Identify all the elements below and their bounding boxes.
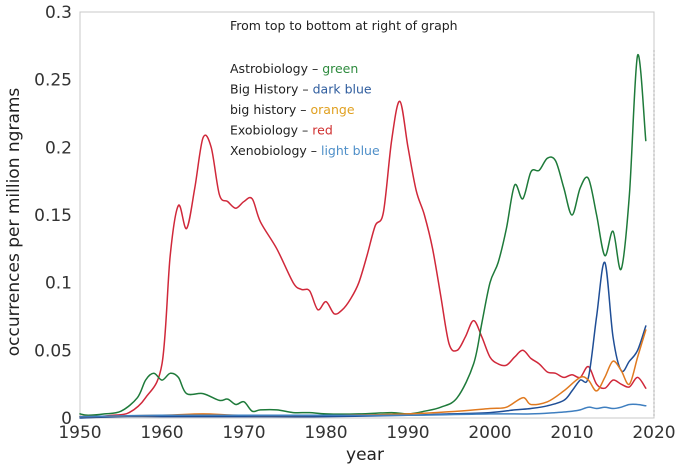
y-tick-label-1: 0.05 [34, 341, 72, 361]
legend-entry-1: Big History – dark blue [230, 82, 372, 97]
legend-term: big history – [230, 102, 311, 117]
legend-term: Big History – [230, 82, 313, 97]
series-line-xenobiology [79, 403, 647, 418]
y-tick-label-6: 0.3 [45, 3, 72, 23]
series-line-big_history_dark_blue [79, 261, 647, 419]
series-line-exobiology [79, 100, 647, 418]
legend-color-name: dark blue [313, 82, 372, 97]
series-line-astrobiology [79, 54, 647, 417]
legend-entry-0: Astrobiology – green [230, 61, 358, 76]
legend-term: Exobiology – [230, 123, 312, 138]
legend-entry-4: Xenobiology – light blue [230, 143, 380, 158]
x-tick-label-2: 1970 [222, 423, 265, 443]
x-tick-label-5: 2000 [468, 423, 511, 443]
x-tick-label-0: 1950 [58, 423, 101, 443]
legend-entries: Astrobiology – green Big History – dark b… [230, 61, 380, 158]
x-axis-title: year [346, 445, 384, 465]
y-tick-label-2: 0.1 [45, 274, 72, 294]
x-tick-labels: 1950 1960 1970 1980 1990 2000 2010 2020 [58, 423, 675, 443]
legend-entry-3: Exobiology – red [230, 123, 333, 138]
y-axis-title: occurrences per million ngrams [4, 88, 24, 357]
legend-entry-2: big history – orange [230, 102, 355, 117]
plot-frame [79, 11, 655, 419]
x-tick-label-3: 1980 [304, 423, 347, 443]
y-tick-label-5: 0.25 [34, 71, 72, 91]
y-tick-label-4: 0.2 [45, 138, 72, 158]
legend-term: Xenobiology – [230, 143, 321, 158]
legend-term: Astrobiology – [230, 61, 322, 76]
legend-color-name: orange [311, 102, 355, 117]
x-tick-label-7: 2020 [632, 423, 675, 443]
y-tick-label-3: 0.15 [34, 206, 72, 226]
legend-color-name: red [312, 123, 333, 138]
legend-color-name: light blue [321, 143, 380, 158]
series-layer [79, 54, 647, 419]
legend: From top to bottom at right of graph Ast… [230, 18, 458, 158]
x-tick-label-4: 1990 [386, 423, 429, 443]
y-tick-label-0: 0 [61, 409, 72, 429]
legend-color-name: green [322, 61, 358, 76]
legend-heading: From top to bottom at right of graph [230, 18, 458, 33]
x-tick-label-6: 2010 [550, 423, 593, 443]
y-tick-labels: 0 0.05 0.1 0.15 0.2 0.25 0.3 [34, 3, 72, 429]
x-tick-label-1: 1960 [140, 423, 183, 443]
